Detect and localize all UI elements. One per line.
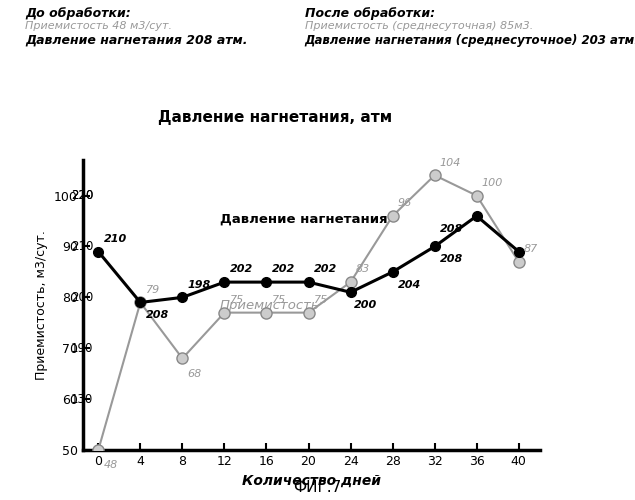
- Text: 87: 87: [524, 244, 538, 254]
- Text: 210: 210: [70, 240, 93, 253]
- Text: 202: 202: [314, 264, 337, 274]
- Text: 79: 79: [145, 285, 160, 295]
- Text: 208: 208: [440, 224, 463, 234]
- Text: 83: 83: [356, 264, 370, 274]
- Text: 210: 210: [104, 234, 127, 244]
- Text: 202: 202: [272, 264, 295, 274]
- Text: 130: 130: [71, 392, 93, 406]
- Text: После обработки:: После обработки:: [305, 8, 435, 20]
- Text: Приемистость 48 м3/сут.: Приемистость 48 м3/сут.: [25, 21, 172, 31]
- Text: 220: 220: [70, 189, 93, 202]
- Y-axis label: Приемистость, м3/сут.: Приемистость, м3/сут.: [36, 230, 48, 380]
- Text: 190: 190: [70, 342, 93, 354]
- Text: 75: 75: [314, 295, 328, 305]
- Text: До обработки:: До обработки:: [25, 8, 131, 20]
- Text: Приемистость (среднесуточная) 85м3.: Приемистость (среднесуточная) 85м3.: [305, 21, 533, 31]
- Text: 100: 100: [482, 178, 504, 188]
- Text: 208: 208: [440, 254, 463, 264]
- Text: 104: 104: [440, 158, 461, 168]
- Text: Давление нагнетания (среднесуточное) 203 атм.: Давление нагнетания (среднесуточное) 203…: [305, 34, 635, 47]
- Text: 202: 202: [230, 264, 253, 274]
- Text: 208: 208: [145, 310, 169, 320]
- Text: 204: 204: [398, 280, 421, 289]
- Text: 96: 96: [398, 198, 412, 208]
- Text: 200: 200: [354, 300, 377, 310]
- Text: ФИГ.7: ФИГ.7: [293, 480, 342, 495]
- Text: 48: 48: [104, 460, 118, 470]
- Text: 68: 68: [188, 369, 202, 379]
- X-axis label: Количество дней: Количество дней: [242, 474, 380, 488]
- Text: Давление нагнетания: Давление нагнетания: [220, 212, 387, 225]
- Text: Давление нагнетания 208 атм.: Давление нагнетания 208 атм.: [25, 34, 248, 47]
- Text: 200: 200: [71, 291, 93, 304]
- Text: 220: 220: [70, 189, 93, 202]
- Text: 198: 198: [188, 280, 211, 289]
- Text: 75: 75: [230, 295, 244, 305]
- Text: Давление нагнетания, атм: Давление нагнетания, атм: [157, 110, 392, 125]
- Text: 75: 75: [272, 295, 286, 305]
- Text: Приемистость: Приемистость: [220, 299, 319, 312]
